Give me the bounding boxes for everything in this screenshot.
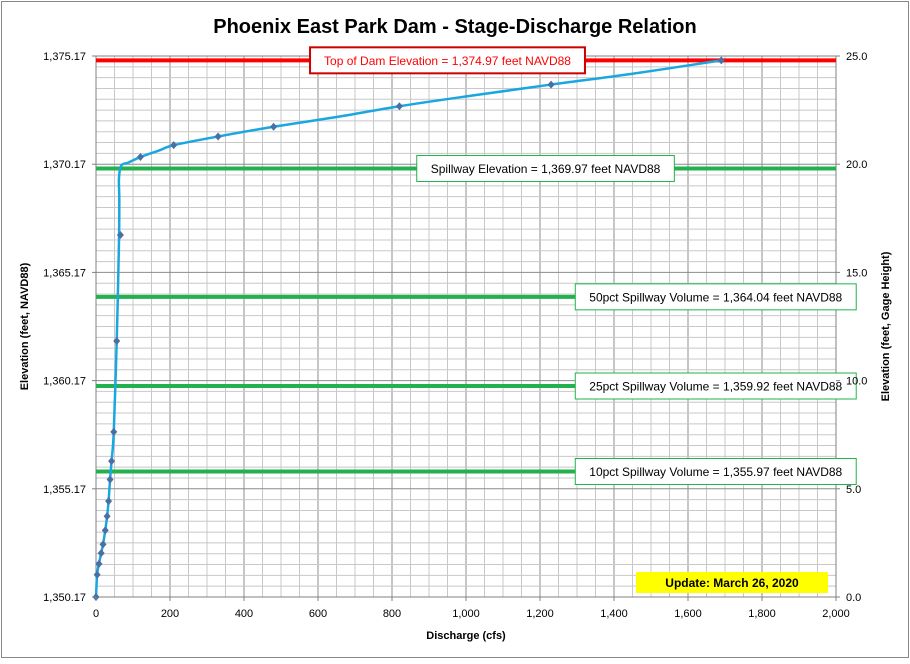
data-point-marker [547, 80, 555, 89]
x-tick-label: 1,600 [674, 608, 702, 620]
x-tick-label: 200 [161, 608, 179, 620]
reference-line-label: Top of Dam Elevation = 1,374.97 feet NAV… [324, 54, 571, 68]
reference-labels: Top of Dam Elevation = 1,374.97 feet NAV… [309, 46, 857, 485]
x-tick-label: 600 [309, 608, 327, 620]
data-point-marker [105, 497, 113, 506]
y-left-tick-label: 1,375.17 [43, 51, 86, 63]
reference-line-label: 25pct Spillway Volume = 1,359.92 feet NA… [589, 380, 842, 394]
x-tick-label: 1,400 [600, 608, 628, 620]
x-tick-label: 2,000 [822, 608, 850, 620]
y-left-tick-label: 1,350.17 [43, 592, 86, 604]
y-right-tick-label: 10.0 [846, 376, 867, 388]
x-axis-title: Discharge (cfs) [426, 630, 506, 642]
data-point-marker [103, 512, 111, 521]
data-point-marker [95, 559, 103, 568]
data-point-marker [170, 141, 178, 150]
y-right-tick-label: 0.0 [846, 592, 861, 604]
data-point-marker [99, 540, 107, 549]
data-point-marker [270, 122, 278, 131]
x-tick-label: 800 [383, 608, 401, 620]
y-left-tick-label: 1,370.17 [43, 159, 86, 171]
y-right-tick-label: 5.0 [846, 484, 861, 496]
data-point-marker [97, 549, 105, 558]
reference-line-label: Spillway Elevation = 1,369.97 feet NAVD8… [431, 162, 661, 176]
data-point-marker [717, 56, 725, 65]
data-point-marker [106, 475, 114, 484]
y-right-tick-label: 20.0 [846, 159, 867, 171]
update-date-box [636, 572, 828, 593]
data-point-marker [110, 427, 118, 436]
y-right-tick-label: 25.0 [846, 51, 867, 63]
data-point-marker [101, 526, 109, 535]
y-left-tick-label: 1,355.17 [43, 484, 86, 496]
y-axis-right-title: Elevation (feet, Gage Height) [880, 251, 892, 401]
x-tick-label: 400 [235, 608, 253, 620]
chart-title: Phoenix East Park Dam - Stage-Discharge … [213, 16, 697, 38]
grid [96, 56, 836, 597]
reference-line-label: 50pct Spillway Volume = 1,364.04 feet NA… [589, 290, 842, 304]
reference-line-label-box [574, 457, 857, 485]
reference-line-label-box [309, 46, 586, 75]
x-tick-label: 1,000 [452, 608, 480, 620]
data-point-marker [113, 336, 121, 345]
data-point-marker [136, 153, 144, 162]
y-axis-left-title: Elevation (feet, NAVD88) [19, 262, 31, 390]
data-point-marker [93, 570, 101, 579]
update-date-label: Update: March 26, 2020 [665, 576, 799, 590]
reference-line-label-box [574, 372, 857, 400]
axes: 0 200 400 600 800 1,000 1,200 1,400 1,600 1,800 2,… [43, 51, 867, 620]
data-point-marker [214, 132, 222, 141]
y-left-tick-label: 1,365.17 [43, 267, 86, 279]
rating-curve [92, 56, 725, 601]
reference-line-label-box [574, 283, 857, 311]
reference-line-label: 10pct Spillway Volume = 1,355.97 feet NA… [589, 465, 842, 479]
y-left-tick-label: 1,360.17 [43, 376, 86, 388]
x-tick-label: 0 [93, 608, 99, 620]
data-point-marker [116, 230, 124, 239]
data-point-marker [395, 102, 403, 111]
y-right-tick-label: 15.0 [846, 267, 867, 279]
x-tick-label: 1,200 [526, 608, 554, 620]
x-tick-label: 1,800 [748, 608, 776, 620]
reference-line-label-box [416, 155, 675, 183]
data-point-marker [108, 457, 116, 466]
